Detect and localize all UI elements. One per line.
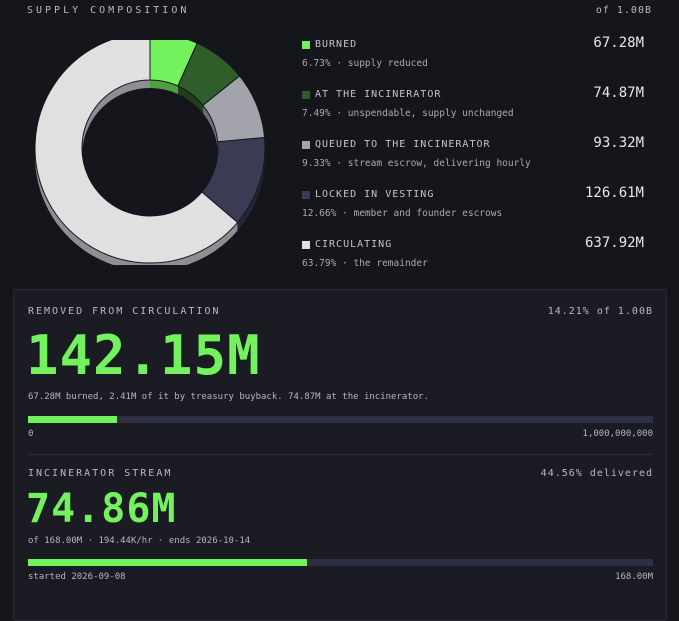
legend-value: 637.92M	[584, 235, 644, 251]
stream-progress-fill	[28, 559, 307, 566]
legend-name: CIRCULATING	[315, 239, 393, 250]
removed-note: 67.28M burned, 2.41M of it by treasury b…	[28, 392, 429, 402]
legend-value: 67.28M	[593, 35, 644, 51]
legend-description: 12.66% · member and founder escrows	[302, 208, 503, 219]
legend-swatch	[302, 191, 310, 199]
legend-swatch	[302, 241, 310, 249]
legend-item: QUEUED TO THE INCINERATOR 93.32M 9.33% · s…	[302, 133, 652, 183]
legend-swatch	[302, 141, 310, 149]
removed-value: 142.15M	[26, 324, 261, 387]
supply-composition-section: SUPPLY COMPOSITION of 1.00B BURNED 67.28M…	[0, 0, 679, 282]
stream-label: INCINERATOR STREAM	[28, 468, 173, 479]
stream-tick-start: started 2026-09-08	[28, 572, 126, 582]
removed-tick-max: 1,000,000,000	[582, 429, 653, 439]
legend-description: 6.73% · supply reduced	[302, 58, 428, 69]
legend-name: BURNED	[315, 39, 358, 50]
stream-value: 74.86M	[26, 486, 177, 532]
stream-delivered: 44.56% delivered	[540, 468, 653, 479]
legend-swatch	[302, 91, 310, 99]
legend-description: 9.33% · stream escrow, delivering hourly	[302, 158, 531, 169]
legend-name: QUEUED TO THE INCINERATOR	[315, 139, 491, 150]
removed-share: 14.21% of 1.00B	[547, 306, 653, 317]
supply-legend: BURNED 67.28M 6.73% · supply reduced AT THE…	[302, 33, 652, 283]
section-title: SUPPLY COMPOSITION	[27, 5, 190, 16]
stream-tick-end: 168.00M	[615, 572, 653, 582]
legend-description: 63.79% · the remainder	[302, 258, 428, 269]
legend-item: AT THE INCINERATOR 74.87M 7.49% · unspenda…	[302, 83, 652, 133]
removed-label: REMOVED FROM CIRCULATION	[28, 306, 221, 317]
legend-value: 93.32M	[593, 135, 644, 151]
stream-note: of 168.00M · 194.44K/hr · ends 2026-10-1…	[28, 536, 251, 546]
removed-progress-bar	[28, 416, 653, 423]
removed-tick-min: 0	[28, 429, 34, 439]
legend-item: BURNED 67.28M 6.73% · supply reduced	[302, 33, 652, 83]
legend-name: LOCKED IN VESTING	[315, 189, 435, 200]
panel-divider	[28, 454, 653, 455]
legend-value: 126.61M	[584, 185, 644, 201]
removed-progress-fill	[28, 416, 117, 423]
legend-item: LOCKED IN VESTING 126.61M 12.66% · member …	[302, 183, 652, 233]
legend-description: 7.49% · unspendable, supply unchanged	[302, 108, 514, 119]
legend-name: AT THE INCINERATOR	[315, 89, 442, 100]
legend-value: 74.87M	[593, 85, 644, 101]
legend-swatch	[302, 41, 310, 49]
supply-donut-chart	[34, 40, 266, 265]
donut-segment-circulating	[34, 40, 239, 264]
circulation-panel: REMOVED FROM CIRCULATION 14.21% of 1.00B…	[13, 289, 667, 621]
stream-progress-bar	[28, 559, 653, 566]
total-supply-label: of 1.00B	[595, 5, 652, 16]
legend-item: CIRCULATING 637.92M 63.79% · the remainder	[302, 233, 652, 283]
